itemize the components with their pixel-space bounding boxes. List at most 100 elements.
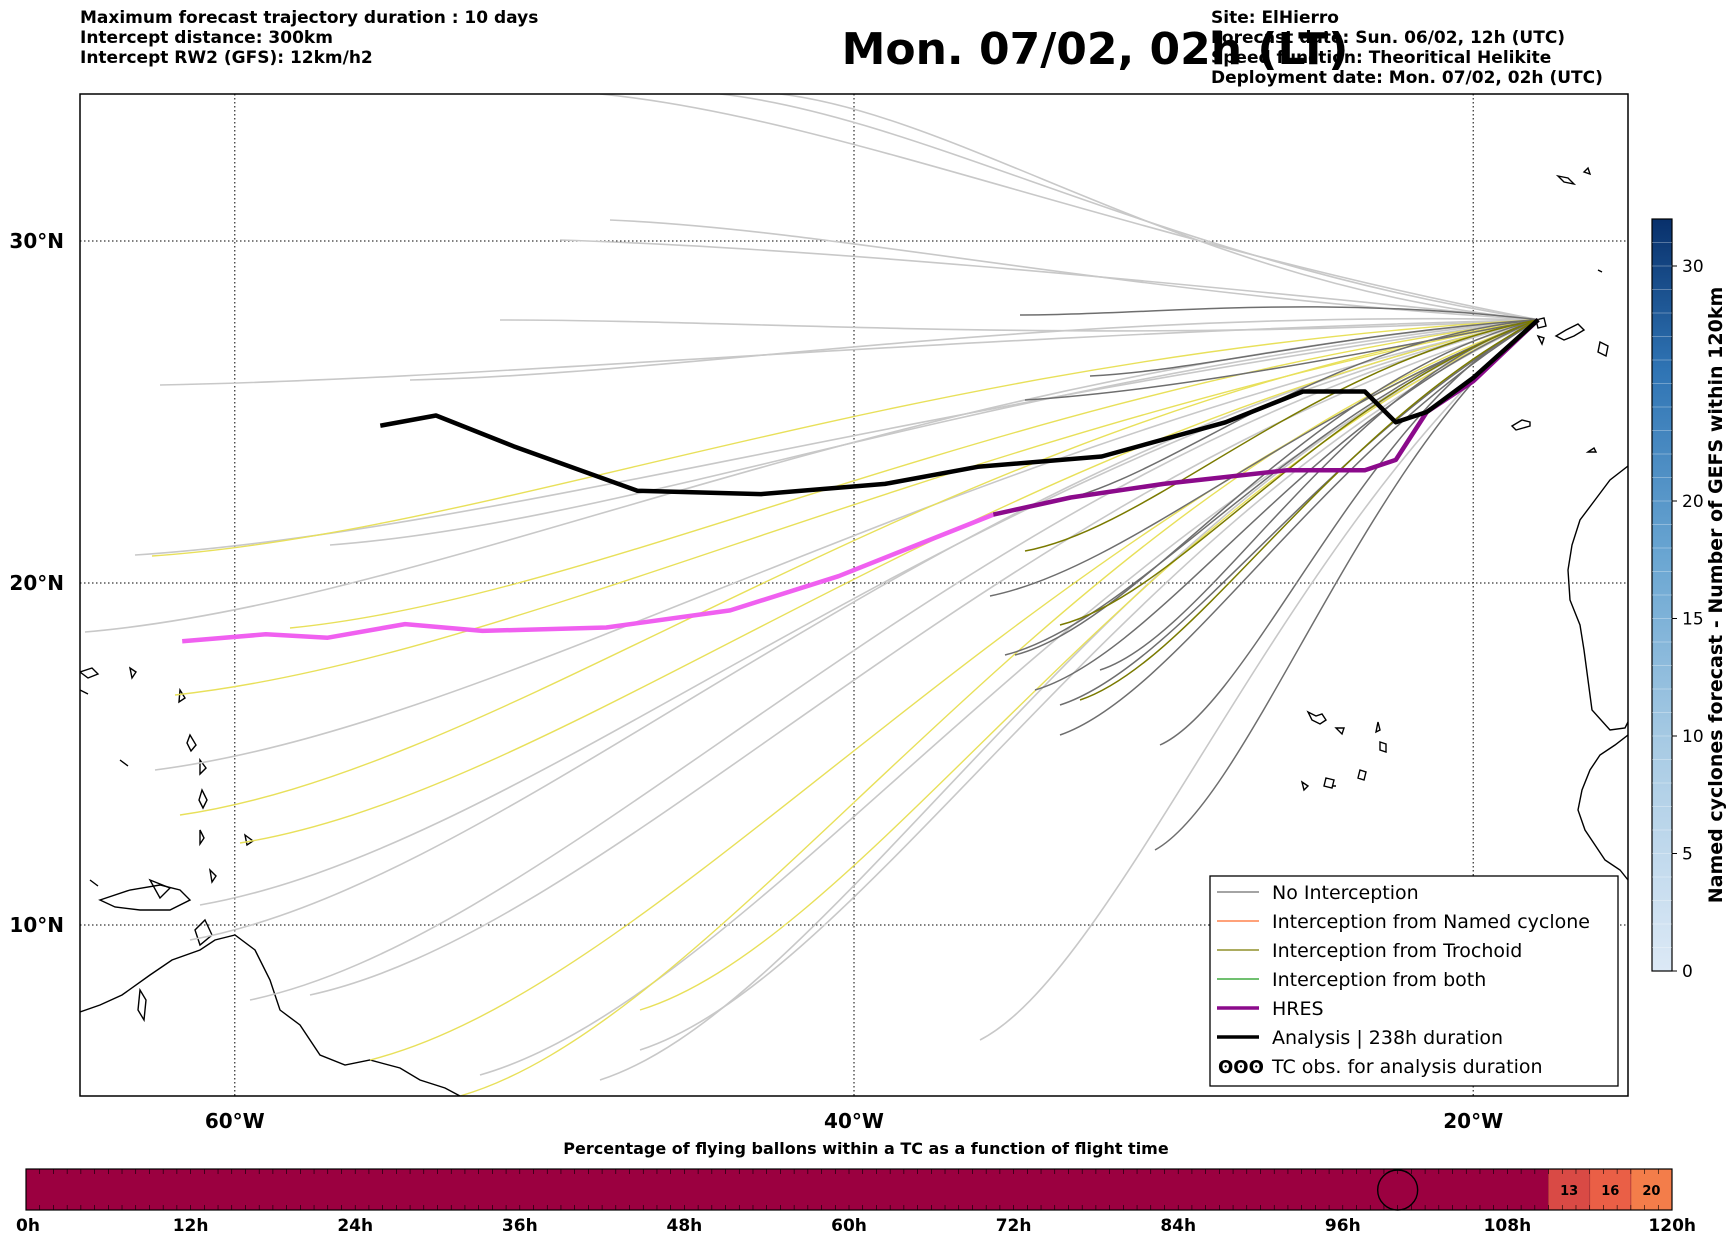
ensemble-track-light [559,239,1539,321]
header-intercept-rw2: Intercept RW2 (GFS): 12km/h2 [80,48,373,68]
colorbar-ticks: 0 5 10 15 20 30 [1652,242,1704,982]
timeline-tick-label: 36h [502,1216,538,1236]
header-info-left: Maximum forecast trajectory duration : 1… [80,8,538,68]
ensemble-track-no-interception [1059,319,1539,736]
ensemble-track-light [609,219,1539,321]
colorbar-tick-label: 10 [1682,727,1704,747]
coastline-canary-islands [1535,317,1609,358]
coastline-antilles-south [98,833,255,1023]
lat-tick-label: 10°N [9,913,64,937]
timeline-tick-label: 0h [16,1216,40,1236]
ensemble-track-light [599,94,1539,321]
lon-tick-label: 40°W [824,1109,884,1133]
timeline-segment-value: 20 [1642,1184,1660,1199]
legend: No Interception Interception from Named c… [1209,875,1619,1087]
ensemble-track-no-interception [989,319,1539,597]
legend-item-label: Analysis | 238h duration [1272,1027,1503,1049]
longitude-labels: 60°W 40°W 20°W [205,1109,1503,1133]
ensemble-track-trochoid-light [179,319,1539,816]
timeline-tick-label: 72h [996,1216,1032,1236]
ensemble-track-light [979,319,1539,1041]
ensemble-track-light [599,318,1539,1081]
timeline-segment [1548,1168,1591,1211]
header-intercept-distance: Intercept distance: 300km [80,28,333,48]
timeline: Percentage of flying ballons within a TC… [16,1139,1696,1236]
coastline-lesser-antilles [128,666,217,900]
header-forecast-date: Forecast date: Sun. 06/02, 12h (UTC) [1211,28,1566,48]
ensemble-track-no-interception [1089,318,1539,377]
map-gridlines [80,94,1628,1096]
coastline-africa [1567,465,1628,881]
timeline-title: Percentage of flying ballons within a TC… [563,1139,1169,1158]
timeline-tick-label: 60h [831,1216,867,1236]
hres-track-light [182,512,995,644]
page-title: Mon. 07/02, 02h (LT) [841,24,1349,75]
timeline-tick-label: 84h [1160,1216,1196,1236]
ensemble-track-light [409,317,1539,381]
timeline-segment-value: 13 [1560,1184,1578,1199]
timeline-tick-label: 48h [667,1216,703,1236]
timeline-tick-label: 108h [1484,1216,1532,1236]
timeline-bar [26,1169,1672,1210]
ensemble-track-light [719,94,1539,321]
timeline-tick-labels: 0h 12h 24h 36h 48h 60h 72h 84h 96h 108h 120h [16,1216,1696,1236]
timeline-segments: 13 16 20 [1548,1168,1673,1211]
ensemble-tracks-light [84,94,1539,1081]
map-frame [79,93,1629,1097]
coastline-madeira [1555,166,1592,186]
lat-tick-label: 20°N [9,571,64,595]
legend-item-label: No Interception [1272,882,1419,904]
coastline-trinidad [194,918,213,947]
colorbar-tick-label: 20 [1682,492,1704,512]
ensemble-track-light [639,318,1539,1051]
coastline-cape-verde [1300,710,1387,792]
ensemble-track-light [249,318,1539,1001]
legend-item-label: Interception from Named cyclone [1272,911,1590,933]
ensemble-track-trochoid [1024,318,1539,552]
ensemble-track-no-interception [1099,318,1539,671]
ensemble-track-light [309,318,1539,996]
analysis-track [379,318,1540,497]
timeline-frame [25,1168,1673,1211]
legend-box [1209,875,1619,1087]
timeline-tick-label: 12h [173,1216,209,1236]
ensemble-track-trochoid-light [151,319,1539,557]
ensemble-track-trochoid-light [239,319,1539,844]
ensemble-track-no-interception [1004,318,1539,656]
ensemble-track-no-interception [1154,319,1539,851]
ensemble-track-trochoid-light [639,319,1539,1011]
ensemble-track-no-interception [1014,318,1539,656]
timeline-tick-label: 24h [337,1216,373,1236]
legend-item-label: Interception from both [1272,969,1486,991]
lat-tick-label: 30°N [9,229,64,253]
timeline-tick-label: 120h [1648,1216,1696,1236]
ensemble-track-light [189,318,1539,941]
ensemble-tracks-no-interception [989,306,1539,851]
timeline-tick-label: 96h [1325,1216,1361,1236]
ensemble-track-no-interception [1059,319,1539,706]
ensemble-track-light [499,318,1539,332]
legend-item-label: HRES [1272,998,1324,1020]
timeline-current-marker [1376,1169,1419,1211]
colorbar: 0 5 10 15 20 30 Named cyclones forecast - Num… [1651,218,1727,982]
colorbar-tick-label: 15 [1682,610,1704,630]
coastline-south-america [80,934,461,1096]
ensemble-tracks-trochoid [1024,318,1539,701]
ensemble-track-trochoid-light [459,319,1539,1096]
colorbar-label: Named cyclones forecast - Number of GEFS… [1705,287,1727,904]
ensemble-track-trochoid [1079,319,1539,701]
header-info-right: Site: ElHierro Forecast date: Sun. 06/02… [1211,8,1603,88]
header-duration: Maximum forecast trajectory duration : 1… [80,8,539,28]
ensemble-track-no-interception [1159,319,1539,746]
colorbar-tick-label: 30 [1682,257,1704,277]
lon-tick-label: 60°W [205,1109,265,1133]
ensemble-track-light [159,318,1539,386]
legend-item-label: Interception from Trochoid [1272,940,1522,962]
ensemble-track-light [329,318,1539,546]
header-speed-function: Speed function: Theoritical Helikite [1211,48,1552,68]
lon-tick-label: 20°W [1443,1109,1503,1133]
coastline-small-islands [1510,269,1603,453]
header-site: Site: ElHierro [1211,8,1339,28]
ensemble-track-no-interception [1019,306,1539,321]
